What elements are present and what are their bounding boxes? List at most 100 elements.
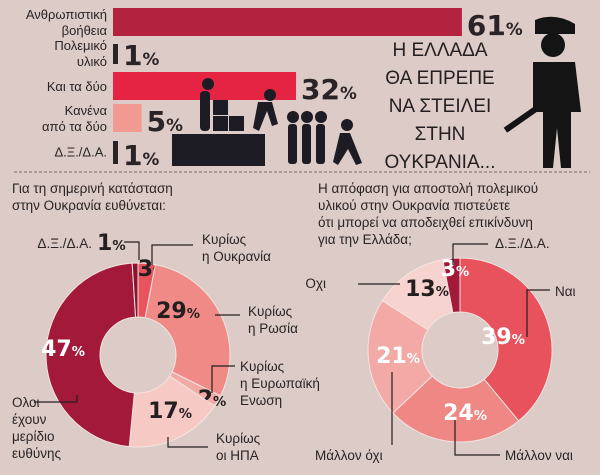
- donut-slice: [392, 375, 520, 443]
- slice-value-value: 1: [97, 231, 112, 256]
- bar-label: από τα δύο: [42, 119, 107, 134]
- donut-slice: [128, 375, 216, 448]
- slice-value-unit: %: [72, 345, 85, 360]
- slice-label: μερίδιο: [12, 429, 55, 444]
- donut-chart-responsibility: Για τη σημερινή κατάσταση στην Ουκρανία ε…: [12, 181, 320, 463]
- slice-value-unit: %: [436, 285, 449, 300]
- slice-value-unit: %: [407, 352, 420, 367]
- slice-label: Μάλλον ναι: [505, 448, 573, 463]
- bar: [113, 8, 462, 36]
- bar-label: Δ.Ξ./Δ.Α.: [54, 145, 107, 160]
- chart-title: υλικού στην Ουκρανία πιστεύετε: [318, 198, 510, 213]
- workers-illustration: [172, 78, 362, 166]
- leader-line: [211, 365, 235, 393]
- slice-label: η Ρωσία: [248, 321, 298, 336]
- slice-label: Ναι: [555, 284, 576, 299]
- slice-value-unit: %: [112, 239, 125, 254]
- bar: [113, 104, 142, 132]
- donut-slice: [442, 257, 461, 314]
- bar-value-unit: %: [142, 149, 159, 169]
- headline-line: ΝΑ ΣΤΕΙΛΕΙ: [389, 96, 492, 117]
- slice-value-unit: %: [213, 395, 226, 410]
- slice-value-value: 3: [441, 257, 456, 282]
- bar-row: Δ.Ξ./Δ.Α. 1%: [54, 139, 159, 172]
- chart-title: ότι μπορεί να αποδειχθεί επικίνδυνη: [318, 215, 533, 230]
- bar-label: βοήθεια: [62, 23, 108, 38]
- slice-value-value: 21: [376, 344, 407, 369]
- slice-value: 21%: [376, 344, 420, 369]
- slice-label: Μάλλον όχι: [315, 448, 383, 463]
- leader-line: [34, 395, 78, 403]
- bar: [113, 44, 118, 64]
- slice-label: Κυρίως: [240, 359, 285, 374]
- slice-value-unit: %: [456, 265, 469, 280]
- slice-value: 39%: [481, 325, 525, 350]
- slice-label: η Ευρωπαϊκή: [240, 376, 320, 391]
- bar-value: 5%: [147, 105, 183, 138]
- slice-value-unit: %: [474, 409, 487, 424]
- leader-line: [454, 420, 500, 456]
- slice-value: 17%: [148, 399, 192, 424]
- slice-value: 3%: [441, 257, 470, 282]
- slice-label: Κυρίως: [202, 232, 247, 247]
- donut-slice: [45, 262, 137, 448]
- bar-value: 32%: [301, 73, 357, 106]
- bar-label: Και τα δύο: [47, 79, 107, 94]
- donut-chart-danger: Η απόφαση για αποστολή πολεμικού υλικού σ…: [305, 181, 575, 463]
- chart-title: Η απόφαση για αποστολή πολεμικού: [318, 181, 538, 196]
- bar-value-unit: %: [340, 83, 357, 103]
- slice-value-value: 3: [138, 257, 153, 282]
- slice-label: Κυρίως: [248, 304, 293, 319]
- donut-slice: [131, 262, 139, 318]
- slice-value-value: 17: [148, 399, 179, 424]
- chart-title: Για τη σημερινή κατάσταση: [12, 181, 173, 196]
- leader-line: [124, 241, 140, 260]
- slice-value-value: 24: [443, 401, 474, 426]
- bar-value-value: 61: [467, 9, 506, 42]
- slice-value-unit: %: [179, 407, 192, 422]
- leader-line: [151, 244, 193, 265]
- slice-label: Ενωση: [240, 393, 282, 408]
- bar-value-unit: %: [142, 49, 159, 69]
- slice-label: Ολοι: [12, 395, 40, 410]
- slice-label: Δ.Ξ./Δ.Α.: [495, 236, 550, 251]
- bar-value-value: 1: [123, 139, 142, 172]
- chart-title: στην Ουκρανία ευθύνεται:: [12, 198, 166, 213]
- slice-label: ευθύνης: [12, 446, 62, 461]
- slice-value-value: 39: [481, 325, 512, 350]
- slice-label: έχουν: [12, 412, 47, 427]
- bar-value: 61%: [467, 9, 523, 42]
- leader-line: [167, 437, 208, 448]
- bar-value: 1%: [123, 39, 159, 72]
- slice-value-unit: %: [187, 307, 200, 322]
- slice-value: 1%: [97, 231, 126, 256]
- slice-value: 13%: [405, 277, 449, 302]
- headline-line: Η ΕΛΛΑΔΑ: [392, 40, 487, 61]
- slice-value-value: 47: [41, 337, 72, 362]
- bar-value-value: 1: [123, 39, 142, 72]
- slice-label: Οχι: [305, 276, 326, 291]
- slice-label: Κυρίως: [216, 431, 261, 446]
- leader-line: [452, 243, 488, 265]
- bar-label: υλικό: [77, 54, 107, 69]
- slice-label: η Ουκρανία: [202, 249, 271, 264]
- bar-label: Κανένα: [65, 103, 108, 118]
- bar-value-value: 5: [147, 105, 166, 138]
- chart-title: για την Ελλάδα;: [318, 232, 412, 247]
- slice-label: οι ΗΠΑ: [216, 448, 259, 463]
- donut-slice: [144, 264, 231, 397]
- bar-value: 1%: [123, 139, 159, 172]
- soldier-icon: [503, 16, 581, 168]
- slice-value: 47%: [41, 337, 85, 362]
- leader-line: [526, 289, 550, 337]
- donut-slice: [459, 257, 553, 422]
- headline: Η ΕΛΛΑΔΑ ΘΑ ΕΠΡΕΠΕ ΝΑ ΣΤΕΙΛΕΙ ΣΤΗΝ ΟΥΚΡΑΝΙΑ.…: [385, 40, 496, 173]
- bar-value-unit: %: [166, 115, 183, 135]
- slice-value: 24%: [443, 401, 487, 426]
